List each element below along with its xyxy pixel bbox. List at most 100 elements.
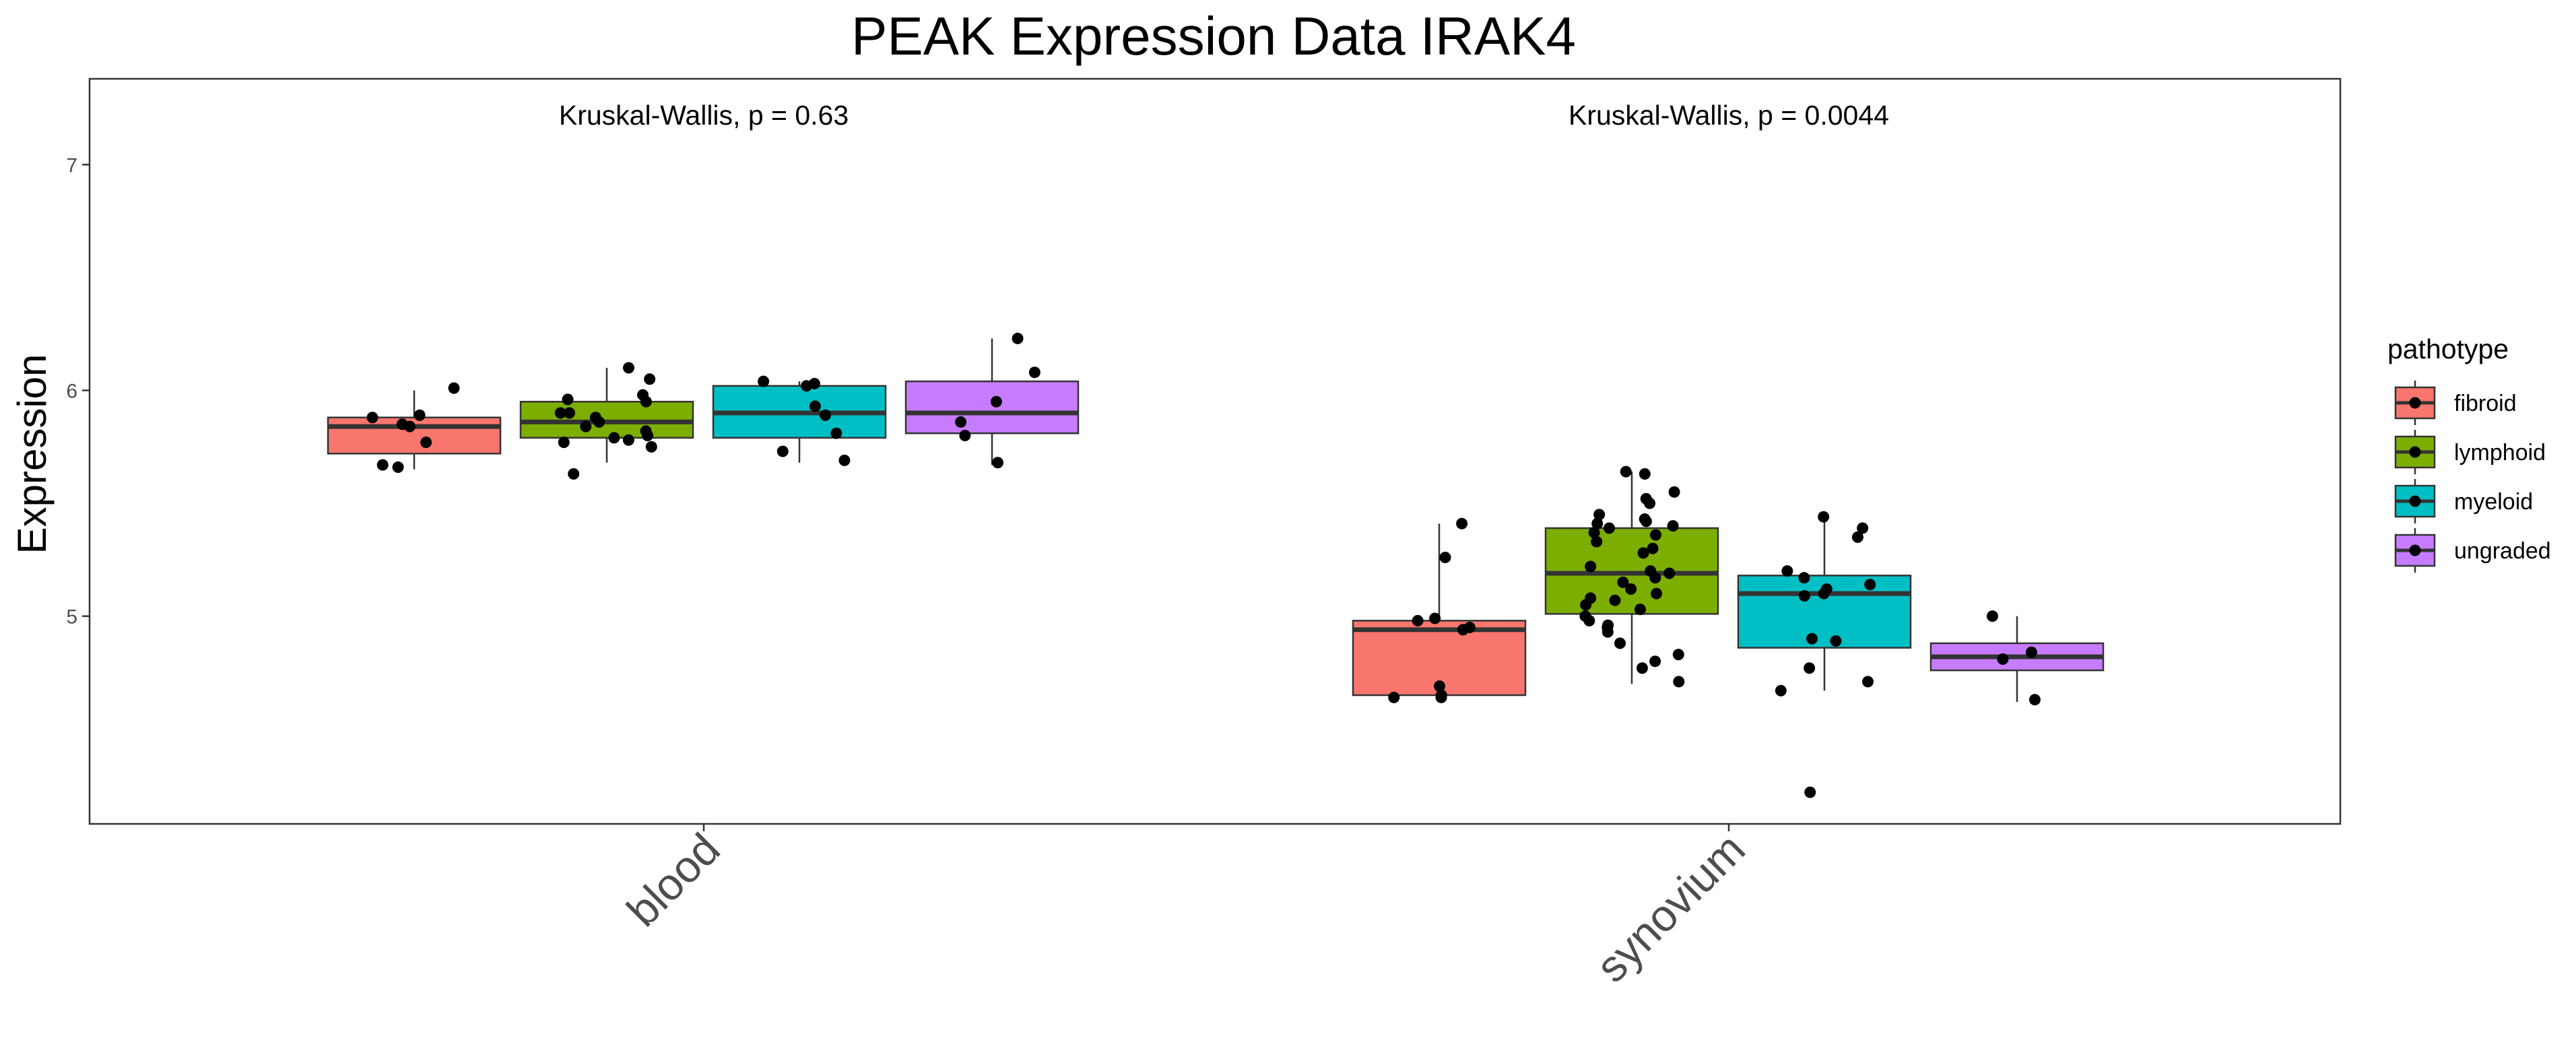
point-synovium-lymphoid <box>1673 676 1685 688</box>
point-synovium-lymphoid <box>1634 604 1646 616</box>
point-blood-ungraded <box>1012 332 1024 344</box>
point-blood-lymphoid <box>568 468 580 480</box>
point-synovium-lymphoid <box>1637 547 1649 559</box>
box-blood-ungraded <box>904 380 1080 435</box>
legend-label-lymphoid: lymphoid <box>2454 440 2546 465</box>
point-synovium-lymphoid <box>1649 655 1661 668</box>
point-synovium-fibroid <box>1457 624 1469 636</box>
point-blood-lymphoid <box>622 434 634 446</box>
point-blood-ungraded <box>959 430 971 442</box>
point-blood-ungraded <box>955 416 967 428</box>
point-synovium-lymphoid <box>1585 560 1597 573</box>
point-synovium-lymphoid <box>1588 527 1600 539</box>
y-tick-label-7: 7 <box>66 154 77 176</box>
point-synovium-lymphoid <box>1601 626 1614 638</box>
point-blood-myeloid <box>801 380 813 392</box>
point-synovium-lymphoid <box>1667 520 1679 532</box>
point-synovium-myeloid <box>1818 587 1830 600</box>
point-synovium-lymphoid <box>1617 576 1629 588</box>
point-synovium-fibroid <box>1456 517 1468 529</box>
point-synovium-lymphoid <box>1609 594 1621 606</box>
point-synovium-lymphoid <box>1663 567 1676 579</box>
point-synovium-fibroid <box>1435 691 1447 703</box>
point-synovium-lymphoid <box>1580 599 1592 611</box>
point-blood-ungraded <box>1028 366 1041 379</box>
point-blood-lymphoid <box>562 393 574 406</box>
y-tick-label-6: 6 <box>66 381 77 403</box>
point-synovium-lymphoid <box>1593 509 1606 521</box>
legend-title: pathotype <box>2387 333 2509 364</box>
point-synovium-ungraded <box>2028 694 2041 706</box>
point-synovium-ungraded <box>2025 646 2037 658</box>
point-synovium-lymphoid <box>1583 614 1595 626</box>
point-synovium-myeloid <box>1830 635 1842 647</box>
point-synovium-lymphoid <box>1591 536 1603 548</box>
point-synovium-fibroid <box>1429 612 1441 624</box>
point-synovium-fibroid <box>1439 552 1451 564</box>
point-blood-myeloid <box>838 454 851 466</box>
point-synovium-myeloid <box>1861 676 1874 688</box>
point-synovium-myeloid <box>1851 531 1863 543</box>
point-synovium-myeloid <box>1804 786 1816 798</box>
point-synovium-myeloid <box>1857 522 1869 534</box>
point-synovium-lymphoid <box>1649 529 1661 541</box>
legend-label-ungraded: ungraded <box>2454 538 2551 564</box>
point-synovium-myeloid <box>1864 579 1876 591</box>
point-synovium-ungraded <box>1997 653 2009 665</box>
point-blood-lymphoid <box>580 420 592 432</box>
chart-title: PEAK Expression Data IRAK4 <box>851 6 1576 66</box>
y-axis-label: Expression <box>9 354 55 554</box>
point-synovium-fibroid <box>1388 691 1400 703</box>
point-blood-ungraded <box>990 395 1002 408</box>
y-tick-label-5: 5 <box>66 606 77 629</box>
point-blood-fibroid <box>376 459 389 471</box>
point-synovium-myeloid <box>1798 572 1810 584</box>
point-synovium-lymphoid <box>1668 486 1680 498</box>
point-synovium-myeloid <box>1781 565 1793 577</box>
point-blood-lymphoid <box>558 437 570 449</box>
point-synovium-ungraded <box>1986 610 1998 622</box>
point-synovium-lymphoid <box>1614 637 1626 649</box>
point-synovium-lymphoid <box>1625 583 1637 595</box>
legend-label-fibroid: fibroid <box>2454 391 2517 416</box>
data-points <box>366 332 2041 798</box>
point-blood-myeloid <box>777 445 789 457</box>
point-blood-fibroid <box>392 461 404 473</box>
annotation-blood: Kruskal-Wallis, p = 0.63 <box>559 100 849 131</box>
point-synovium-lymphoid <box>1591 517 1604 529</box>
point-blood-lymphoid <box>640 395 652 408</box>
point-synovium-myeloid <box>1804 662 1816 674</box>
point-blood-lymphoid <box>645 441 657 453</box>
point-synovium-fibroid <box>1434 680 1446 693</box>
point-synovium-lymphoid <box>1603 522 1615 534</box>
point-blood-myeloid <box>830 427 843 439</box>
point-blood-ungraded <box>992 457 1004 469</box>
point-blood-lymphoid <box>622 362 634 374</box>
point-blood-fibroid <box>420 437 432 449</box>
legend-key-point-lymphoid <box>2409 446 2421 458</box>
point-synovium-myeloid <box>1775 684 1787 697</box>
point-blood-myeloid <box>758 375 770 387</box>
point-blood-lymphoid <box>554 407 566 419</box>
point-synovium-lymphoid <box>1644 497 1656 509</box>
point-blood-lymphoid <box>608 432 620 444</box>
point-synovium-lymphoid <box>1651 587 1663 600</box>
point-blood-fibroid <box>448 382 460 394</box>
point-blood-fibroid <box>366 412 378 424</box>
legend: pathotype fibroid lymphoid myeloid ungraded <box>2387 333 2551 573</box>
point-synovium-lymphoid <box>1620 465 1632 478</box>
legend-label-myeloid: myeloid <box>2454 489 2533 515</box>
point-synovium-lymphoid <box>1672 649 1684 661</box>
annotation-synovium: Kruskal-Wallis, p = 0.0044 <box>1568 100 1889 131</box>
box-synovium-myeloid <box>1737 575 1912 649</box>
y-axis: 5 6 7 <box>66 154 90 629</box>
point-synovium-fibroid <box>1412 614 1424 626</box>
point-blood-fibroid <box>403 420 416 432</box>
point-synovium-lymphoid <box>1647 542 1659 554</box>
legend-key-point-fibroid <box>2409 397 2421 409</box>
point-blood-lymphoid <box>642 430 654 442</box>
point-synovium-lymphoid <box>1636 662 1648 674</box>
point-synovium-lymphoid <box>1639 468 1651 480</box>
point-synovium-myeloid <box>1798 589 1810 602</box>
